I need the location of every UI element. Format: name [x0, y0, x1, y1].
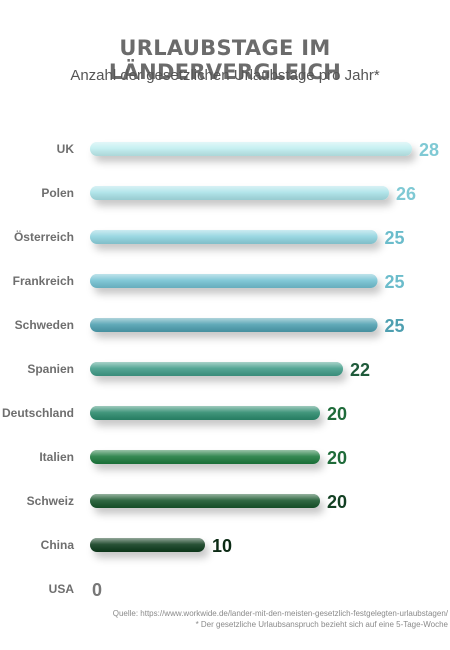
bar-highlight [90, 406, 320, 420]
footnote: * Der gesetzliche Urlaubsanspruch bezieh… [195, 620, 448, 629]
bar-highlight [90, 274, 378, 288]
category-label: Schweden [15, 318, 74, 332]
value-label: 0 [92, 580, 102, 600]
value-label: 25 [385, 272, 405, 292]
bar-highlight [90, 538, 205, 552]
category-label: Deutschland [2, 406, 74, 420]
bar-highlight [90, 318, 378, 332]
source-note: Quelle: https://www.workwide.de/lander-m… [112, 609, 448, 618]
bar-highlight [90, 142, 412, 156]
value-label: 10 [212, 536, 232, 556]
bar-highlight [90, 186, 389, 200]
value-label: 25 [385, 228, 405, 248]
value-label: 28 [419, 140, 439, 160]
category-label: China [41, 538, 75, 552]
chart-subtitle: Anzahl der gesetzlichen Urlaubstage pro … [70, 67, 380, 84]
chart-title: URLAUBSTAGE IM LÄNDERVERGLEICH [108, 36, 342, 84]
value-label: 22 [350, 360, 370, 380]
category-label: USA [49, 582, 75, 596]
category-label: Spanien [27, 362, 74, 376]
bar-chart: UK 28 Polen 26 Österreich 25 Frankreich 25 Schwe… [2, 140, 439, 600]
category-label: Österreich [14, 229, 74, 244]
value-label: 20 [327, 404, 347, 424]
category-label: Schweiz [27, 494, 74, 508]
bar-highlight [90, 450, 320, 464]
bars-layer: UK 28 Polen 26 Österreich 25 Frankreich 25 Schwe… [2, 140, 439, 600]
bar-highlight [90, 230, 378, 244]
value-label: 26 [396, 184, 416, 204]
category-label: Italien [39, 450, 74, 464]
category-label: UK [57, 142, 75, 156]
bar-highlight [90, 494, 320, 508]
value-label: 25 [385, 316, 405, 336]
bar-highlight [90, 362, 343, 376]
value-label: 20 [327, 492, 347, 512]
category-label: Frankreich [13, 274, 74, 288]
value-label: 20 [327, 448, 347, 468]
category-label: Polen [41, 186, 74, 200]
